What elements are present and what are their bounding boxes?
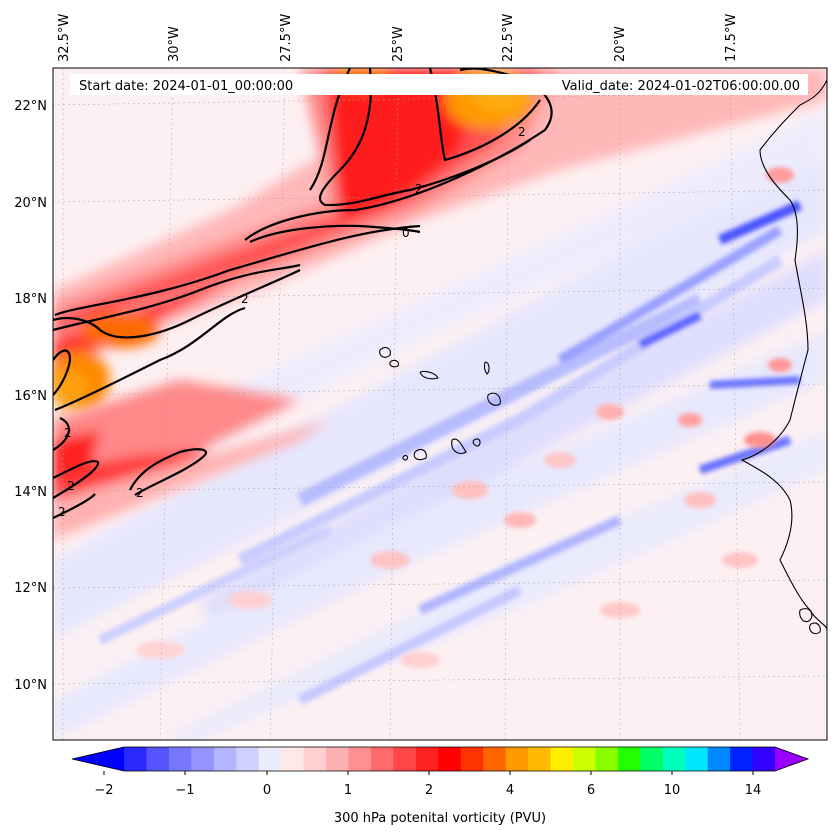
colorbar-swatch — [550, 747, 574, 771]
colorbar-swatch — [326, 747, 349, 771]
lon-label: 17.5°W — [724, 14, 739, 62]
contour-label: 0 — [402, 226, 410, 240]
red-mottling — [136, 167, 794, 668]
colorbar-swatch — [505, 747, 529, 771]
colorbar-tick-label: −1 — [175, 783, 194, 798]
colorbar-swatch — [460, 747, 484, 771]
colorbar-swatch — [281, 747, 305, 771]
contour-label: 2 — [64, 426, 72, 440]
colorbar-swatch — [370, 747, 394, 771]
blue-bands — [97, 200, 803, 705]
colorbar-swatch — [124, 747, 147, 771]
colorbar-swatch — [640, 747, 664, 771]
colorbar-swatch — [662, 747, 686, 771]
colorbar-tick-label: 6 — [587, 783, 595, 798]
colorbar-swatch — [348, 747, 372, 771]
colorbar-swatch — [258, 747, 282, 771]
colorbar-swatch — [438, 747, 462, 771]
low-pv-streaks — [53, 110, 827, 740]
colorbar-tick-label: 0 — [263, 783, 271, 798]
colorbar-swatch — [572, 747, 596, 771]
info-banner — [70, 74, 808, 95]
colorbar-swatch — [146, 747, 170, 771]
colorbar-extend-max — [775, 747, 808, 771]
southern-red-band — [53, 380, 330, 540]
colorbar-tick-label: 10 — [664, 783, 681, 798]
colorbar-swatch — [393, 747, 417, 771]
colorbar-tick-label: 14 — [745, 783, 762, 798]
colorbar-extend-min — [72, 747, 124, 771]
lat-label: 16°N — [14, 389, 47, 404]
contour-label: 2 — [58, 505, 66, 519]
start-date-label: Start date: 2024-01-01_00:00:00 — [79, 79, 293, 94]
colorbar-swatch — [236, 747, 260, 771]
colorbar-swatch — [303, 747, 327, 771]
colorbar-swatch — [213, 747, 237, 771]
lon-label: 30°W — [167, 26, 182, 62]
colorbar-outline — [71, 746, 810, 772]
colorbar-swatch — [483, 747, 507, 771]
colorbar-swatch — [191, 747, 215, 771]
coastline — [379, 68, 827, 635]
colorbar-swatch — [707, 747, 731, 771]
colorbar — [71, 746, 810, 775]
colorbar-swatch — [415, 747, 439, 771]
contour-label: 2 — [518, 125, 526, 139]
colorbar-swatch — [730, 747, 754, 771]
colorbar-tick-label: 2 — [425, 783, 433, 798]
map-panel: 2 2 2 2 2 2 2 0 Start date: 2024-01-01 — [53, 68, 827, 740]
contour-label-group: 2 2 2 2 2 2 2 0 — [58, 125, 526, 519]
map-frame — [52, 67, 828, 741]
lat-label: 22°N — [14, 99, 47, 114]
valid-date-label: Valid_date: 2024-01-02T06:00:00.00 — [562, 79, 800, 94]
contour-label: 2 — [67, 479, 75, 493]
lon-label: 27.5°W — [279, 14, 294, 62]
colorbar-swatch — [595, 747, 619, 771]
colorbar-label: 300 hPa potenital vorticity (PVU) — [334, 811, 546, 826]
lat-label: 14°N — [14, 485, 47, 500]
lat-label: 10°N — [14, 678, 47, 693]
colorbar-swatch — [685, 747, 709, 771]
colorbar-swatch — [752, 747, 776, 771]
colorbar-tick-label: 4 — [506, 783, 514, 798]
colorbar-ticks: −2 −1 0 1 2 4 6 10 14 — [94, 783, 761, 798]
contour-label: 2 — [415, 182, 423, 196]
contour-label: 2 — [241, 292, 249, 306]
lon-label: 25°W — [391, 26, 406, 62]
colorbar-swatch — [168, 747, 192, 771]
lon-label: 22.5°W — [501, 14, 516, 62]
latitude-labels: 22°N 20°N 18°N 16°N 14°N 12°N 10°N — [14, 99, 47, 693]
lon-label: 32.5°W — [57, 14, 72, 62]
contour-label: 2 — [136, 486, 144, 500]
colorbar-swatch — [528, 747, 552, 771]
colorbar-tick-label: 1 — [344, 783, 352, 798]
lat-label: 18°N — [14, 292, 47, 307]
lat-label: 20°N — [14, 196, 47, 211]
lon-label: 20°W — [613, 26, 628, 62]
colorbar-swatch — [617, 747, 641, 771]
longitude-labels: 32.5°W 30°W 27.5°W 25°W 22.5°W 20°W 17.5… — [57, 14, 739, 62]
lat-label: 12°N — [14, 581, 47, 596]
colorbar-tick-label: −2 — [94, 783, 113, 798]
